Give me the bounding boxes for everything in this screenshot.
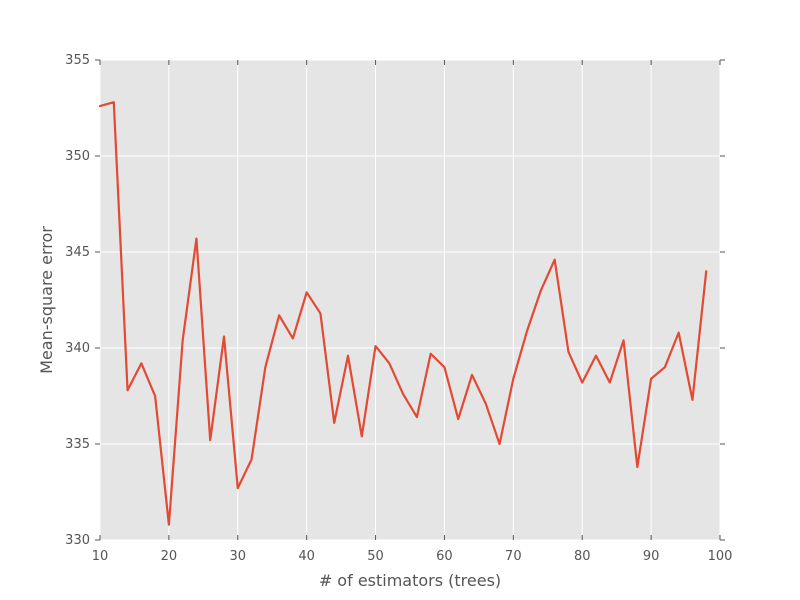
- series-line: [98, 101, 708, 526]
- x-axis-label: # of estimators (trees): [319, 571, 501, 590]
- y-tick-label: 355: [65, 53, 90, 68]
- x-tick-label: 60: [436, 549, 453, 564]
- x-tick-label: 70: [505, 549, 522, 564]
- y-axis-label: Mean-square error: [37, 226, 56, 374]
- x-tick-label: 20: [161, 549, 178, 564]
- x-tick-label: 10: [92, 549, 109, 564]
- x-tick-label: 90: [643, 549, 660, 564]
- x-tick-label: 40: [298, 549, 315, 564]
- y-tick-label: 330: [65, 533, 90, 548]
- y-tick-label: 340: [65, 341, 90, 356]
- y-tick-label: 345: [65, 245, 90, 260]
- y-tick-label: 335: [65, 437, 90, 452]
- x-tick-label: 80: [574, 549, 591, 564]
- x-tick-label: 30: [230, 549, 247, 564]
- x-tick-label: 100: [708, 549, 733, 564]
- x-tick-label: 50: [367, 549, 384, 564]
- y-tick-label: 350: [65, 149, 90, 164]
- plot-background: [100, 60, 720, 540]
